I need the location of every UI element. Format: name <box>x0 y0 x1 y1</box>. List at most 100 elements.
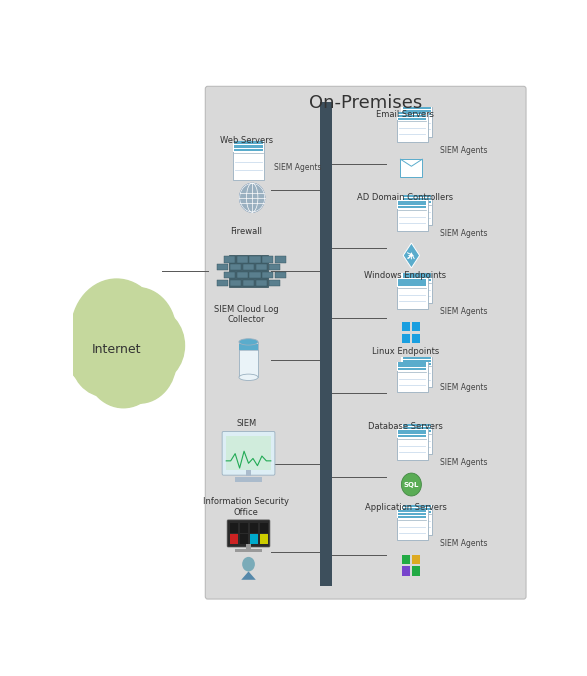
Bar <box>246 544 251 550</box>
Text: SIEM Agents: SIEM Agents <box>440 229 487 238</box>
Bar <box>397 112 428 142</box>
Bar <box>217 264 228 270</box>
Circle shape <box>120 308 184 383</box>
Bar <box>402 107 432 115</box>
FancyBboxPatch shape <box>222 431 275 475</box>
Bar <box>402 505 432 513</box>
Bar <box>403 112 431 114</box>
Bar <box>398 279 426 281</box>
Circle shape <box>71 279 162 383</box>
Bar <box>403 279 431 281</box>
Bar <box>412 566 420 576</box>
Bar <box>397 362 428 370</box>
Bar <box>239 342 258 377</box>
Bar <box>234 145 263 147</box>
Text: Web Servers: Web Servers <box>220 136 273 145</box>
Text: SIEM Agents: SIEM Agents <box>440 539 487 548</box>
Bar <box>239 345 258 349</box>
Polygon shape <box>241 571 256 580</box>
Text: SQL: SQL <box>404 481 419 487</box>
Bar <box>250 523 258 533</box>
Bar <box>249 272 261 278</box>
Bar <box>403 427 431 429</box>
Circle shape <box>242 557 255 571</box>
Bar <box>400 160 422 177</box>
Ellipse shape <box>239 374 258 381</box>
Bar <box>397 112 428 120</box>
Bar <box>412 322 420 331</box>
Bar <box>402 357 432 387</box>
Bar <box>398 118 426 120</box>
Bar <box>230 534 238 544</box>
Text: Firewall: Firewall <box>230 226 262 236</box>
Text: SIEM Agents: SIEM Agents <box>440 307 487 316</box>
Bar <box>398 203 426 206</box>
Bar <box>398 201 426 203</box>
Bar <box>398 206 426 208</box>
Text: Database Servers: Database Servers <box>368 422 443 431</box>
Circle shape <box>85 319 163 408</box>
Bar <box>230 280 241 286</box>
Bar <box>402 195 432 203</box>
Text: Email Servers: Email Servers <box>376 110 434 119</box>
Bar <box>398 112 426 114</box>
Bar <box>402 357 432 366</box>
Bar <box>403 274 431 276</box>
Bar <box>235 477 262 483</box>
Text: Linux Endpoints: Linux Endpoints <box>372 347 439 356</box>
Circle shape <box>70 318 140 397</box>
Bar <box>403 195 431 197</box>
Bar <box>230 264 241 270</box>
Bar <box>246 470 251 476</box>
Bar <box>398 516 426 518</box>
Bar <box>403 505 431 507</box>
Bar <box>402 505 432 535</box>
Bar <box>262 272 274 278</box>
Bar <box>398 368 426 370</box>
Bar <box>398 513 426 515</box>
Bar <box>232 141 265 180</box>
Bar <box>232 141 265 152</box>
Bar <box>243 264 254 270</box>
Text: Information Security
Office: Information Security Office <box>203 498 289 516</box>
Bar <box>230 523 238 533</box>
Bar <box>403 511 431 513</box>
Bar <box>402 322 410 331</box>
Bar <box>226 436 271 470</box>
Bar <box>412 555 420 564</box>
Bar <box>269 280 280 286</box>
Text: On-Premises: On-Premises <box>309 94 422 112</box>
Bar <box>260 523 268 533</box>
Bar <box>402 195 432 225</box>
FancyBboxPatch shape <box>227 520 270 547</box>
Bar <box>235 548 262 552</box>
Bar <box>398 362 426 364</box>
Bar <box>237 272 248 278</box>
Text: Application Servers: Application Servers <box>365 503 446 512</box>
Bar <box>402 333 410 343</box>
Bar <box>243 280 254 286</box>
Bar <box>403 363 431 365</box>
Text: SIEM Agents: SIEM Agents <box>440 383 487 391</box>
Bar <box>402 424 432 454</box>
Bar <box>249 256 261 262</box>
Bar <box>397 200 428 209</box>
Bar <box>402 566 410 576</box>
Bar <box>403 360 431 362</box>
FancyBboxPatch shape <box>205 87 526 599</box>
Circle shape <box>402 473 421 496</box>
Bar <box>398 433 426 435</box>
Bar <box>398 510 426 512</box>
Bar <box>397 200 428 231</box>
Bar <box>237 256 248 262</box>
Bar <box>397 429 428 438</box>
Bar <box>402 555 410 564</box>
Bar <box>240 534 248 544</box>
Text: SIEM: SIEM <box>236 419 257 429</box>
Text: SIEM Agents: SIEM Agents <box>274 162 321 172</box>
Bar <box>256 264 267 270</box>
Bar <box>402 424 432 433</box>
Text: AD Domain Controllers: AD Domain Controllers <box>357 193 454 202</box>
Text: Internet: Internet <box>92 343 141 356</box>
Bar <box>403 508 431 510</box>
